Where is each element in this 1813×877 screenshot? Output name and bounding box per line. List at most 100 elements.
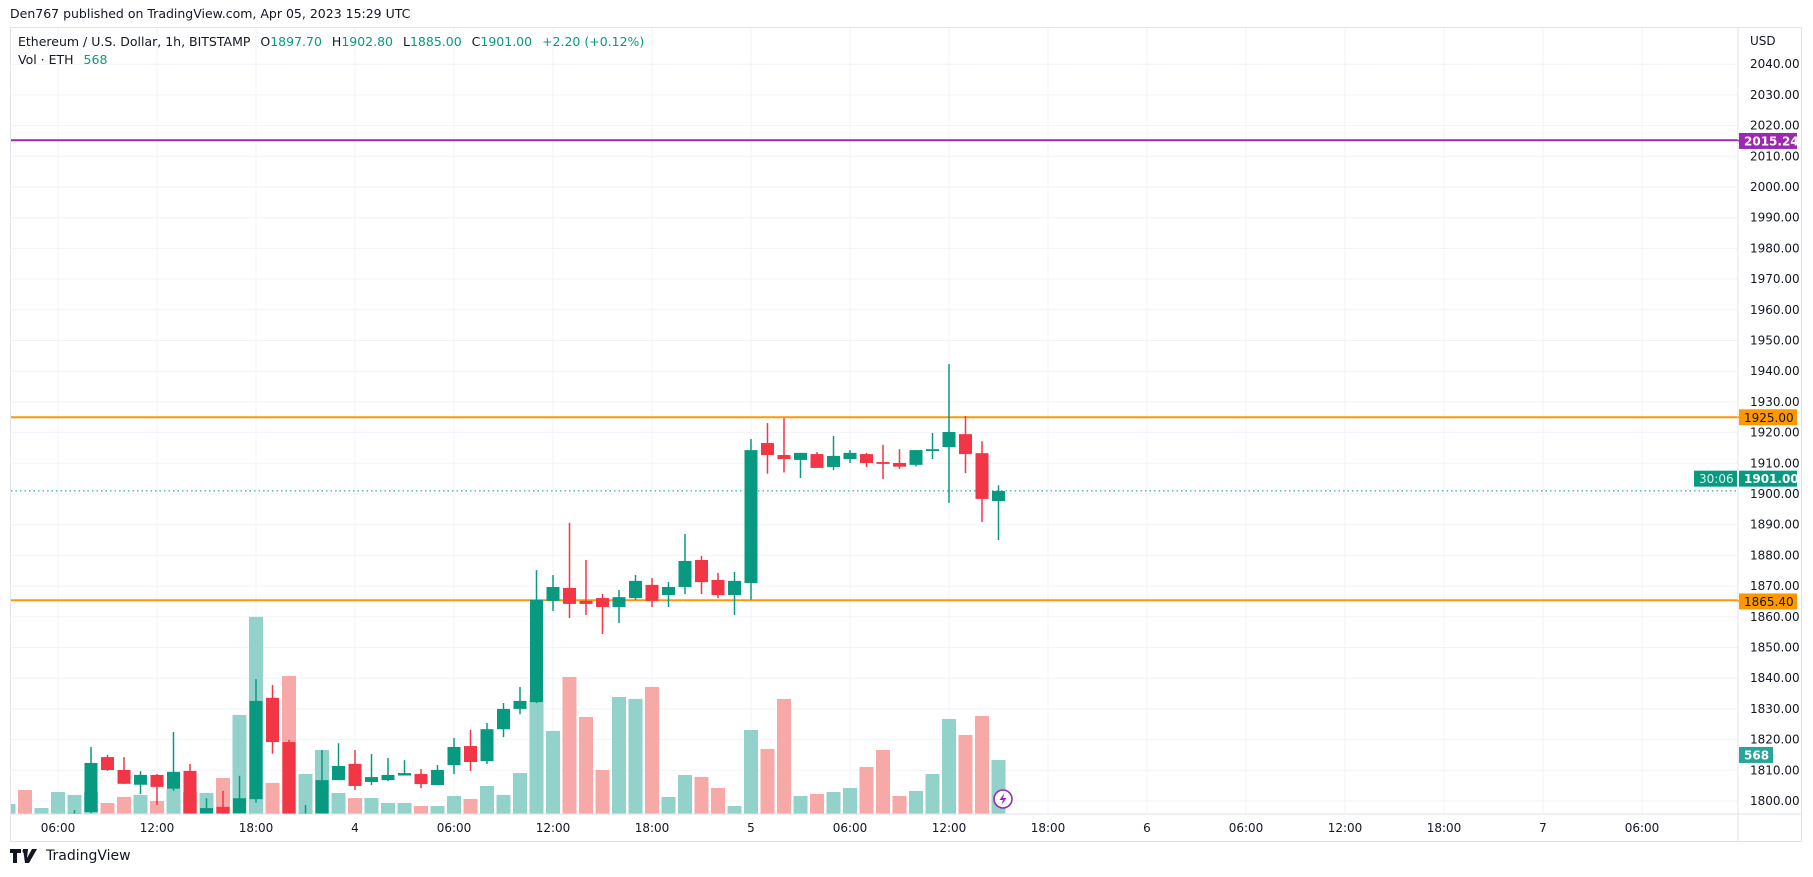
time-tick-label: 6 bbox=[1143, 821, 1151, 835]
candle-body[interactable] bbox=[827, 455, 840, 467]
candle-body[interactable] bbox=[480, 729, 494, 762]
volume-bar bbox=[909, 790, 923, 814]
candle-body[interactable] bbox=[216, 806, 230, 814]
volume-bar bbox=[562, 676, 577, 814]
candle-body[interactable] bbox=[183, 770, 197, 815]
candle-body[interactable] bbox=[365, 777, 378, 782]
volume-bars bbox=[11, 616, 1006, 814]
candle-body[interactable] bbox=[150, 774, 164, 787]
candle-body[interactable] bbox=[909, 450, 923, 465]
candle-body[interactable] bbox=[612, 597, 626, 607]
volume-bar bbox=[348, 798, 362, 814]
low-label: L bbox=[403, 34, 410, 49]
candle-body[interactable] bbox=[167, 771, 180, 789]
candle-body[interactable] bbox=[497, 708, 510, 730]
candle-body[interactable] bbox=[563, 587, 576, 604]
time-axis[interactable]: 06:00 12:00 18:00 4 06:00 12:00 18:00 5 06:00 12:… bbox=[41, 821, 1660, 835]
candle-body[interactable] bbox=[843, 452, 857, 460]
time-tick-label: 12:00 bbox=[1328, 821, 1363, 835]
candle-body[interactable] bbox=[794, 452, 807, 460]
candle-body[interactable] bbox=[332, 766, 345, 781]
candle-body[interactable] bbox=[381, 774, 395, 781]
volume-label[interactable]: Vol · ETH bbox=[18, 52, 74, 67]
candle-body[interactable] bbox=[761, 443, 774, 456]
last-volume-tag bbox=[1739, 746, 1773, 763]
candle-body[interactable] bbox=[282, 742, 296, 815]
candle-body[interactable] bbox=[134, 774, 147, 785]
symbol-description[interactable]: Ethereum / U.S. Dollar, 1h, BITSTAMP bbox=[18, 34, 251, 49]
high-value: 1902.80 bbox=[341, 34, 394, 49]
candle-body[interactable] bbox=[530, 599, 543, 703]
candle-body[interactable] bbox=[266, 697, 279, 743]
candle-body[interactable] bbox=[876, 462, 890, 464]
candle-body[interactable] bbox=[629, 580, 642, 599]
candle-body[interactable] bbox=[579, 600, 593, 604]
candle-body[interactable] bbox=[596, 598, 609, 607]
candle-body[interactable] bbox=[711, 579, 725, 596]
horizontal-levels bbox=[11, 139, 1738, 602]
candle-body[interactable] bbox=[431, 769, 444, 786]
volume-bar bbox=[612, 696, 626, 814]
candle-body[interactable] bbox=[117, 769, 131, 784]
publish-info: Den767 published on TradingView.com, Apr… bbox=[10, 6, 411, 21]
candle-body[interactable] bbox=[513, 700, 527, 709]
candle-body[interactable] bbox=[810, 454, 824, 468]
ohlc-row: Ethereum / U.S. Dollar, 1h, BITSTAMP O18… bbox=[18, 33, 644, 51]
level-tag-connector bbox=[1737, 139, 1740, 142]
candle-body[interactable] bbox=[200, 808, 213, 815]
candle-body[interactable] bbox=[249, 700, 263, 800]
low-value: 1885.00 bbox=[409, 34, 462, 49]
candle-body[interactable] bbox=[975, 453, 989, 499]
candle-body[interactable] bbox=[2, 819, 15, 822]
volume-bar bbox=[958, 734, 973, 814]
volume-bar bbox=[150, 800, 164, 814]
volume-bar bbox=[397, 802, 412, 814]
volume-bar bbox=[11, 804, 16, 814]
volume-bar bbox=[100, 802, 115, 814]
candle-body[interactable] bbox=[414, 773, 428, 785]
price-tick-label: 1910.00 bbox=[1750, 456, 1800, 470]
candle-body[interactable] bbox=[959, 434, 972, 455]
time-tick-label: 06:00 bbox=[41, 821, 76, 835]
candle-body[interactable] bbox=[315, 780, 329, 815]
candle-body[interactable] bbox=[546, 587, 560, 601]
candle-body[interactable] bbox=[678, 560, 692, 588]
candle-body[interactable] bbox=[662, 587, 675, 596]
candle-body[interactable] bbox=[398, 773, 411, 776]
price-tick-label: 2020.00 bbox=[1750, 119, 1800, 133]
time-tick-label: 06:00 bbox=[833, 821, 868, 835]
time-tick-label: 18:00 bbox=[1427, 821, 1462, 835]
candle-body[interactable] bbox=[695, 560, 708, 583]
candle-body[interactable] bbox=[992, 490, 1005, 502]
last-price-tag bbox=[1739, 470, 1797, 487]
volume-bar bbox=[34, 808, 49, 814]
candle-body[interactable] bbox=[942, 431, 956, 448]
volume-bar bbox=[430, 806, 445, 814]
candle-body[interactable] bbox=[645, 584, 659, 601]
price-axis[interactable]: 1800.00 1810.00 1820.00 1830.00 1840.00 1850.… bbox=[1750, 34, 1800, 808]
candle-body[interactable] bbox=[19, 819, 32, 825]
candle-body[interactable] bbox=[447, 746, 461, 766]
volume-bar bbox=[843, 788, 857, 814]
candle-body[interactable] bbox=[101, 757, 114, 770]
candle-body[interactable] bbox=[728, 580, 741, 596]
candle-body[interactable] bbox=[348, 763, 362, 786]
lightning-icon[interactable] bbox=[993, 789, 1013, 809]
candle-body[interactable] bbox=[777, 455, 791, 460]
candle-body[interactable] bbox=[926, 449, 939, 452]
volume-value: 568 bbox=[83, 52, 108, 67]
price-tick-label: 1850.00 bbox=[1750, 641, 1800, 655]
candle-body[interactable] bbox=[860, 454, 873, 463]
candle-body[interactable] bbox=[744, 450, 758, 584]
time-tick-label: 5 bbox=[747, 821, 755, 835]
candle-body[interactable] bbox=[84, 762, 98, 813]
time-tick-label: 12:00 bbox=[140, 821, 175, 835]
level-price-tag bbox=[1739, 409, 1797, 426]
price-tick-label: 1800.00 bbox=[1750, 794, 1800, 808]
candle-body[interactable] bbox=[893, 462, 906, 467]
candle-body[interactable] bbox=[464, 746, 477, 763]
candle-body[interactable] bbox=[233, 798, 246, 814]
price-tick-label: 1830.00 bbox=[1750, 702, 1800, 716]
plot-area bbox=[2, 139, 1738, 825]
